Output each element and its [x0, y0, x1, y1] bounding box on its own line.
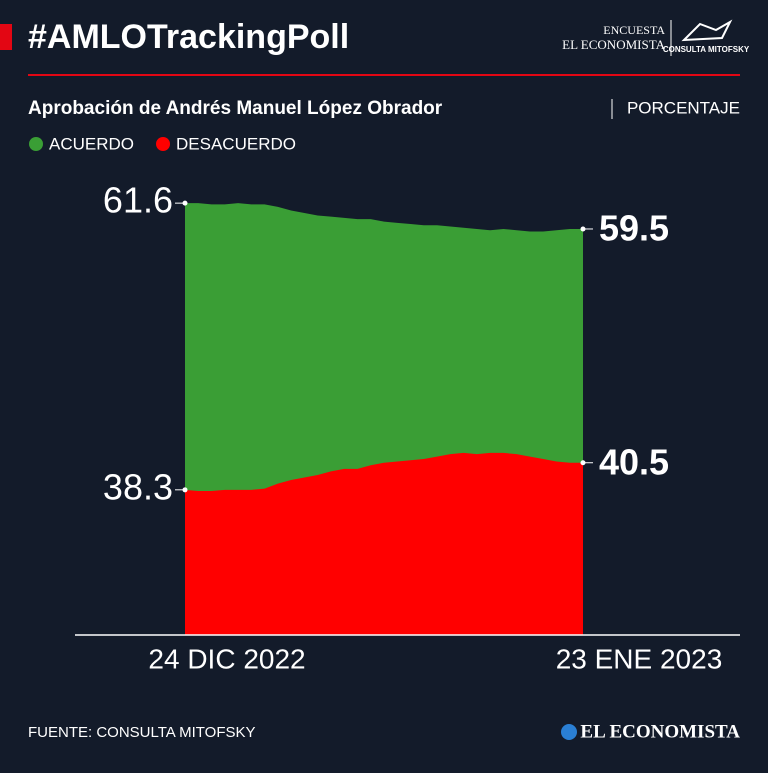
legend-swatch: [29, 137, 43, 151]
x-tick-label: 23 ENE 2023: [556, 643, 723, 674]
plot: 61.6 59.5 38.3 40.5: [103, 180, 669, 635]
legend-swatch: [156, 137, 171, 151]
logo-partner: CONSULTA MITOFSKY: [663, 45, 750, 54]
accent-block: [0, 24, 12, 50]
x-tick-label: 24 DIC 2022: [148, 643, 305, 674]
footer-logo: EL ECONOMISTA: [580, 721, 740, 742]
legend: ACUERDO DESACUERDO: [29, 134, 296, 153]
value-label: 61.6: [103, 180, 173, 221]
footer-logo-icon: [561, 724, 577, 740]
logo-main: EL ECONOMISTA: [562, 37, 665, 52]
legend-label: ACUERDO: [49, 134, 134, 153]
logo-top: ENCUESTA: [603, 23, 665, 37]
logo-icon: [681, 19, 733, 42]
legend-label: DESACUERDO: [176, 134, 296, 153]
unit-label: PORCENTAJE: [627, 98, 740, 117]
value-label: 40.5: [599, 441, 669, 482]
area: [185, 452, 583, 635]
value-label: 59.5: [599, 207, 669, 248]
chart-title: #AMLOTrackingPoll: [28, 18, 349, 56]
source: FUENTE: CONSULTA MITOFSKY: [28, 724, 256, 741]
subtitle: Aprobación de Andrés Manuel López Obrado…: [28, 98, 443, 119]
value-label: 38.3: [103, 466, 173, 507]
